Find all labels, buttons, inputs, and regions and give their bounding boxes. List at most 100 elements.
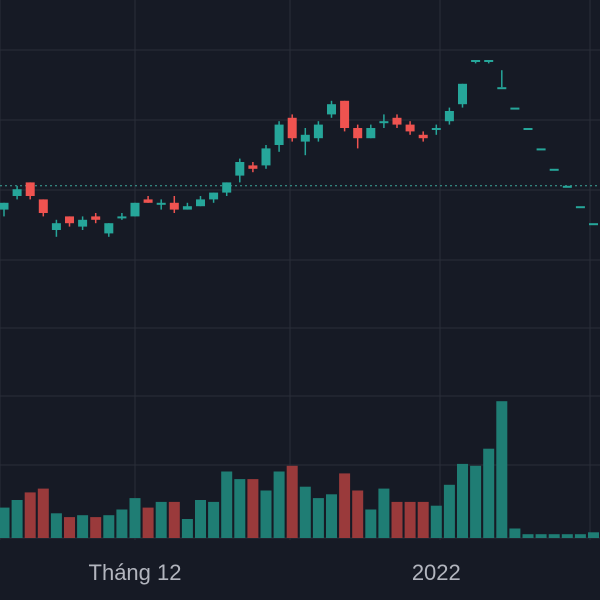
candle-body (340, 100, 350, 128)
candle-body (418, 134, 428, 139)
volume-bar (496, 401, 508, 538)
volume-bar (457, 463, 468, 538)
volume-bar (181, 519, 193, 538)
candle-body (25, 182, 35, 196)
volume-bars (0, 401, 599, 538)
candle-body (38, 199, 48, 213)
candle-body (484, 60, 494, 62)
candle-body (379, 121, 389, 124)
candle-body (274, 124, 284, 145)
candle-body (405, 124, 415, 132)
volume-bar (50, 513, 62, 538)
volume-bar (522, 534, 534, 538)
candle-body (156, 202, 166, 205)
volume-bar (352, 490, 364, 538)
volume-bar (0, 507, 10, 538)
volume-bar (286, 465, 298, 538)
volume-bar (483, 448, 495, 538)
volume-bar (247, 479, 259, 538)
candle-body (130, 202, 140, 217)
volume-bar (470, 465, 482, 538)
candle-body (78, 219, 88, 227)
candle-body (562, 185, 572, 188)
volume-bar (221, 471, 233, 538)
candles (0, 60, 598, 237)
volume-bar (195, 500, 206, 538)
volume-bar (509, 528, 521, 538)
volume-bar (299, 486, 311, 538)
candle-body (327, 104, 336, 115)
candle-body (91, 216, 101, 220)
candle-body (366, 128, 376, 139)
candle-body (300, 134, 310, 142)
volume-bar (339, 473, 351, 538)
volume-bar (430, 505, 442, 538)
candle-body (248, 165, 258, 169)
candle-body (431, 128, 441, 130)
candle-body (523, 128, 533, 130)
candle-body (12, 189, 22, 196)
candle-body (392, 117, 402, 125)
candle-body (196, 199, 205, 207)
volume-bar (404, 501, 416, 538)
candle-body (497, 87, 507, 90)
volume-bar (64, 517, 75, 538)
volume-bar (535, 534, 547, 538)
candle-body (182, 206, 192, 210)
volume-bar (548, 534, 560, 538)
candle-body (209, 192, 219, 200)
volume-bar (312, 498, 324, 538)
volume-bar (168, 501, 180, 538)
volume-bar (116, 509, 128, 538)
x-tick-label: Tháng 12 (89, 560, 182, 585)
candle-body (235, 162, 245, 176)
volume-bar (378, 488, 390, 538)
volume-bar (37, 488, 49, 538)
candle-body (287, 117, 297, 139)
candle-body (261, 148, 271, 166)
volume-bar (574, 534, 586, 538)
volume-bar (24, 492, 36, 538)
grid (0, 0, 600, 540)
candle-body (444, 111, 454, 122)
volume-bar (77, 515, 89, 538)
candle-body (471, 60, 481, 62)
volume-bar (142, 507, 154, 538)
volume-bar (365, 509, 377, 538)
candle-body (353, 128, 363, 139)
candle-body (458, 83, 467, 105)
candle-body (65, 216, 74, 224)
candle-body (117, 216, 127, 219)
volume-bar (234, 479, 246, 538)
volume-bar (443, 484, 455, 538)
candle-body (0, 202, 9, 210)
volume-bar (129, 498, 141, 538)
candle-body (549, 168, 559, 171)
volume-bar (103, 515, 115, 538)
candle-body (589, 223, 598, 226)
candle-body (575, 206, 585, 209)
volume-bar (90, 517, 102, 538)
x-tick-label: 2022 (412, 560, 461, 585)
candle-body (222, 182, 232, 193)
x-axis: Tháng 12 2022 (89, 560, 461, 585)
volume-bar (260, 490, 272, 538)
candle-body (313, 124, 323, 139)
volume-bar (208, 501, 220, 538)
volume-bar (273, 471, 285, 538)
candle-body (510, 107, 520, 110)
volume-bar (11, 500, 23, 538)
volume-bar (588, 532, 599, 538)
candle-body (169, 202, 179, 210)
volume-bar (417, 501, 429, 538)
candle-body (104, 223, 114, 234)
volume-bar (391, 501, 403, 538)
volume-bar (155, 501, 167, 538)
candle-body (51, 223, 61, 230)
candle-body (536, 148, 546, 151)
volume-bar (561, 534, 573, 538)
candle-body (143, 199, 153, 203)
volume-bar (326, 494, 337, 538)
